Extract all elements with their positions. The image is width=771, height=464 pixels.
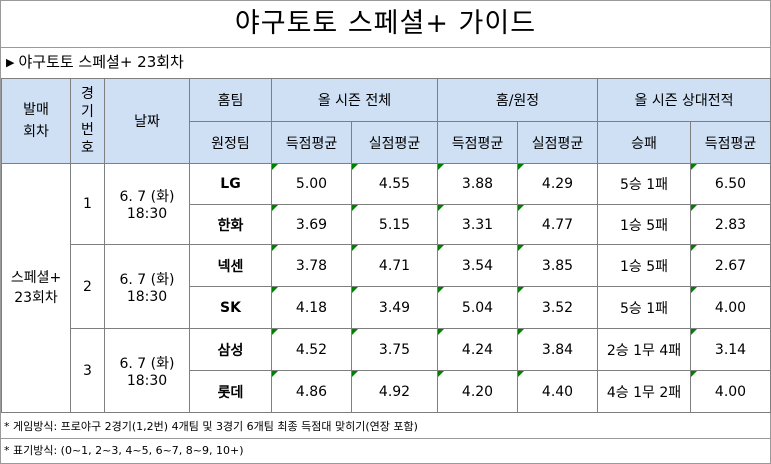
team-name: SK [189,286,272,329]
table-row: 스페셜+ 23회차 1 6. 7 (화) 18:30 LG 5.00 4.55 3… [1,163,771,413]
game-no: 2 [70,244,105,329]
divider [1,438,770,439]
footnote-notation: * 표기방식: (0~1, 2~3, 4~5, 6~7, 8~9, 10+) [4,444,244,457]
stats-table: 발매 회차 경기번호 날짜 홈팀 올 시즌 전체 홈/원정 올 시즌 상대전적 … [1,78,771,413]
header-round: 발매 회차 [1,78,71,164]
ha-allowed-avg: 4.40 [516,370,599,413]
header-h2h-score-avg: 득점평균 [690,121,771,164]
game-no: 1 [70,163,105,245]
team-name: 한화 [189,204,272,245]
season-allowed-avg: 4.55 [351,163,438,205]
ha-allowed-avg: 4.77 [516,204,599,245]
h2h-record: 1승 5패 [597,204,692,245]
season-score-avg: 5.00 [271,163,352,205]
header-away-team: 원정팀 [189,121,272,164]
game-datetime: 6. 7 (화) 18:30 [104,163,190,245]
ha-score-avg: 5.04 [437,286,518,329]
header-home-away: 홈/원정 [436,78,599,122]
header-ha-allowed-avg: 실점평균 [516,121,599,164]
h2h-score-avg: 2.67 [690,244,771,287]
team-name: LG [189,163,272,205]
section-heading: ▶ 야구토토 스페셜+ 23회차 [6,51,184,73]
ha-score-avg: 3.88 [437,163,518,205]
team-name: 넥센 [189,244,272,287]
season-allowed-avg: 3.75 [351,328,438,371]
table-row: 한화 3.69 5.15 3.31 4.77 1승 5패 2.83 [2,204,771,245]
header-season-allowed-avg: 실점평균 [351,121,438,164]
header-season-h2h: 올 시즌 상대전적 [597,78,771,122]
footnote-game-method: * 게임방식: 프로야구 2경기(1,2번) 4개팀 및 3경기 6개팀 최종 … [4,420,418,433]
ha-allowed-avg: 3.52 [516,286,599,329]
table-row: 롯데 4.86 4.92 4.20 4.40 4승 1무 2패 4.00 [2,370,771,413]
header-date: 날짜 [104,78,190,164]
h2h-score-avg: 4.00 [690,370,771,413]
game-datetime: 6. 7 (화) 18:30 [104,328,190,413]
season-score-avg: 4.18 [271,286,352,329]
h2h-score-avg: 6.50 [690,163,771,205]
header-h2h-win-loss: 승패 [597,121,692,164]
season-score-avg: 4.52 [271,328,352,371]
header-season-score-avg: 득점평균 [271,121,352,164]
page-title: 야구토토 스페셜+ 가이드 [234,8,537,39]
ha-allowed-avg: 3.85 [516,244,599,287]
h2h-record: 1승 5패 [597,244,692,287]
game-no: 3 [70,328,105,413]
season-score-avg: 3.69 [271,204,352,245]
h2h-score-avg: 4.00 [690,286,771,329]
season-score-avg: 4.86 [271,370,352,413]
divider [1,47,770,48]
season-allowed-avg: 3.49 [351,286,438,329]
h2h-record: 4승 1무 2패 [597,370,692,413]
h2h-score-avg: 3.14 [690,328,771,371]
team-name: 삼성 [189,328,272,371]
ha-score-avg: 4.20 [437,370,518,413]
header-game-no: 경기번호 [70,78,105,164]
ha-allowed-avg: 4.29 [516,163,599,205]
ha-score-avg: 3.54 [437,244,518,287]
h2h-record: 5승 1패 [597,286,692,329]
ha-score-avg: 4.24 [437,328,518,371]
h2h-record: 5승 1패 [597,163,692,205]
h2h-record: 2승 1무 4패 [597,328,692,371]
header-ha-score-avg: 득점평균 [437,121,518,164]
table-row: 3 6. 7 (화) 18:30 삼성 4.52 3.75 4.24 3.84 2… [2,328,771,413]
header-home-team: 홈팀 [189,78,272,122]
table-row: 2 6. 7 (화) 18:30 넥센 3.78 4.71 3.54 3.85 1… [2,244,771,329]
triangle-bullet-icon: ▶ [6,56,15,69]
ha-score-avg: 3.31 [437,204,518,245]
season-score-avg: 3.78 [271,244,352,287]
header-season-all: 올 시즌 전체 [271,78,438,122]
season-allowed-avg: 4.92 [351,370,438,413]
ha-allowed-avg: 3.84 [516,328,599,371]
season-allowed-avg: 5.15 [351,204,438,245]
round-cell: 스페셜+ 23회차 [1,163,71,413]
table-row: SK 4.18 3.49 5.04 3.52 5승 1패 4.00 [2,286,771,329]
game-datetime: 6. 7 (화) 18:30 [104,244,190,329]
section-heading-text: 야구토토 스페셜+ 23회차 [18,53,184,71]
team-name: 롯데 [189,370,272,413]
season-allowed-avg: 4.71 [351,244,438,287]
h2h-score-avg: 2.83 [690,204,771,245]
